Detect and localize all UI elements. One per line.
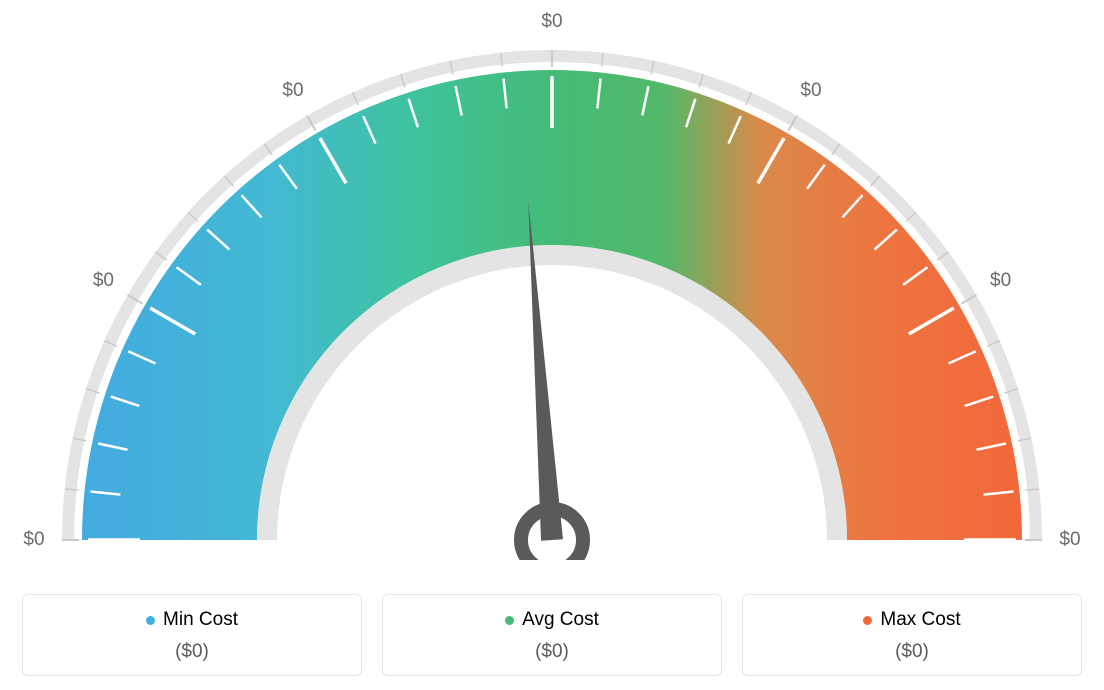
legend-dot-max <box>863 616 872 625</box>
gauge-tick-label: $0 <box>990 270 1011 292</box>
legend-value-avg: ($0) <box>393 641 711 663</box>
gauge-tick-label: $0 <box>282 80 303 102</box>
legend-title-max: Max Cost <box>863 609 960 631</box>
gauge-tick-label: $0 <box>93 270 114 292</box>
legend-dot-min <box>146 616 155 625</box>
legend-title-avg: Avg Cost <box>505 609 599 631</box>
legend-label-min: Min Cost <box>163 609 238 631</box>
gauge-tick-label: $0 <box>541 11 562 33</box>
legend-row: Min Cost ($0) Avg Cost ($0) Max Cost ($0… <box>22 594 1082 676</box>
legend-card-avg: Avg Cost ($0) <box>382 594 722 676</box>
legend-card-max: Max Cost ($0) <box>742 594 1082 676</box>
cost-gauge: $0 $0 $0 $0 $0 $0 $0 <box>22 0 1082 560</box>
legend-label-avg: Avg Cost <box>522 609 599 631</box>
legend-label-max: Max Cost <box>880 609 960 631</box>
gauge-tick-label: $0 <box>800 80 821 102</box>
legend-title-min: Min Cost <box>146 609 238 631</box>
legend-value-min: ($0) <box>33 641 351 663</box>
legend-card-min: Min Cost ($0) <box>22 594 362 676</box>
gauge-tick-label: $0 <box>1059 529 1080 551</box>
legend-dot-avg <box>505 616 514 625</box>
gauge-tick-label: $0 <box>23 529 44 551</box>
gauge-svg <box>22 0 1082 560</box>
legend-value-max: ($0) <box>753 641 1071 663</box>
